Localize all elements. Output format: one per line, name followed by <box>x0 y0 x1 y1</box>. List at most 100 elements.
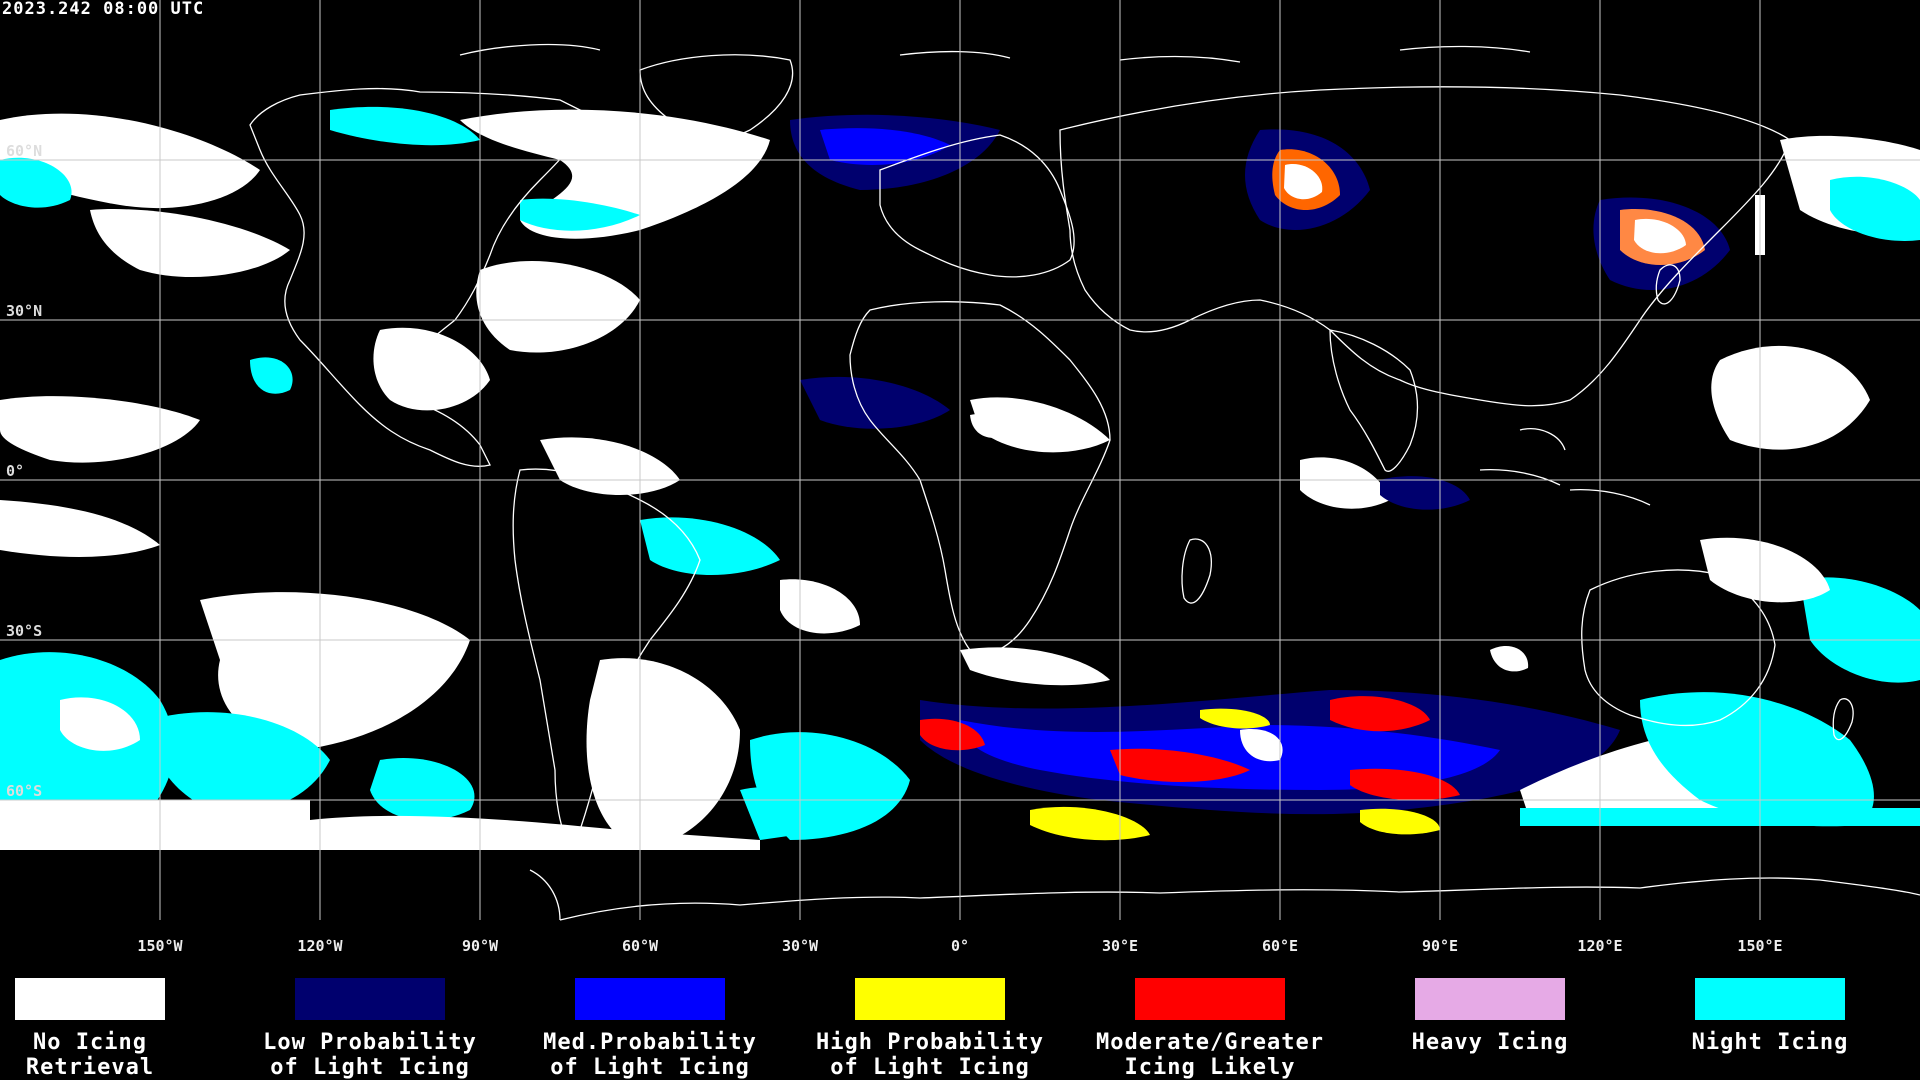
icing-cloud-layer <box>0 106 1920 850</box>
legend-label: Low Probability of Light Icing <box>263 1030 477 1080</box>
cloud-night-icing <box>250 357 293 394</box>
coastline-india <box>1329 329 1419 472</box>
cloud-low-icing <box>800 376 950 429</box>
longitude-label: 30°E <box>1101 937 1139 955</box>
longitude-label: 120°W <box>297 937 343 955</box>
cloud-no-icing <box>1300 457 1390 509</box>
longitude-label: 150°E <box>1737 937 1783 955</box>
cloud-no-icing <box>373 327 490 411</box>
cloud-low-icing <box>1380 476 1470 510</box>
legend-item: Low Probability of Light Icing <box>230 978 510 1080</box>
legend-item: Heavy Icing <box>1350 978 1630 1055</box>
legend-label: No Icing Retrieval <box>25 1030 155 1080</box>
legend-item: Moderate/Greater Icing Likely <box>1070 978 1350 1080</box>
cloud-moderate-icing <box>1110 748 1250 782</box>
cloud-no-icing <box>0 396 200 463</box>
cloud-high-icing <box>1200 708 1270 729</box>
latitude-label: 30°S <box>6 622 43 640</box>
cloud-no-icing <box>310 815 760 850</box>
legend-swatch <box>575 978 725 1020</box>
cloud-no-icing <box>0 800 310 850</box>
cloud-night-icing <box>0 157 72 208</box>
cloud-night-icing <box>1800 577 1920 683</box>
cloud-no-icing <box>90 209 290 278</box>
legend: No Icing Retrieval Low Probability of Lig… <box>0 960 1920 1080</box>
cloud-no-icing <box>1284 164 1323 200</box>
coastline-indonesia <box>1479 428 1651 506</box>
legend-swatch <box>295 978 445 1020</box>
coastline-antarctica <box>559 877 1920 921</box>
latitude-label: 60°S <box>6 782 43 800</box>
coastline-north-america <box>249 87 591 467</box>
cloud-no-icing <box>540 437 680 495</box>
longitude-label: 60°E <box>1261 937 1299 955</box>
latitude-label: 30°N <box>6 302 43 320</box>
coastlines <box>249 43 1920 921</box>
longitude-label: 150°W <box>137 937 183 955</box>
longitude-label: 0° <box>950 937 970 955</box>
legend-swatch <box>1415 978 1565 1020</box>
legend-item: Night Icing <box>1630 978 1910 1055</box>
cloud-no-icing <box>970 413 1006 438</box>
cloud-no-icing <box>1700 537 1830 603</box>
coastline-antarctic-peninsula <box>529 869 561 921</box>
latitude-label: 0° <box>6 462 25 480</box>
longitude-label: 90°E <box>1421 937 1459 955</box>
coastline-europe <box>879 134 1075 278</box>
cloud-no-icing <box>1490 646 1529 672</box>
coastline-africa <box>849 301 1111 655</box>
cloud-no-icing <box>200 592 470 750</box>
latitude-label: 60°N <box>6 142 43 160</box>
coastline-greenland <box>639 54 794 140</box>
cloud-no-icing <box>60 697 140 751</box>
coastline-australia <box>1581 569 1776 727</box>
legend-swatch <box>1135 978 1285 1020</box>
longitude-label: 60°W <box>621 937 659 955</box>
legend-label: Night Icing <box>1691 1030 1849 1055</box>
cloud-no-icing <box>1240 729 1283 762</box>
cloud-night-icing <box>1520 808 1920 826</box>
legend-swatch <box>15 978 165 1020</box>
legend-label: Heavy Icing <box>1411 1030 1569 1055</box>
cloud-night-icing <box>520 198 640 231</box>
legend-item: No Icing Retrieval <box>0 978 230 1080</box>
cloud-night-icing <box>640 517 780 575</box>
timestamp: 2023.242 08:00 UTC <box>2 0 205 19</box>
cloud-night-icing <box>330 106 480 146</box>
cloud-moderate-icing <box>1350 768 1460 801</box>
lat-lon-grid <box>0 0 1920 920</box>
coastline-south-america <box>512 468 701 847</box>
legend-item: Med.Probability of Light Icing <box>510 978 790 1080</box>
cloud-no-icing <box>586 658 740 850</box>
cloud-night-icing <box>370 758 475 821</box>
cloud-night-icing <box>740 787 830 840</box>
coastline-arctic-islands <box>459 43 1531 63</box>
cloud-no-icing <box>460 109 770 239</box>
legend-swatch <box>855 978 1005 1020</box>
icing-map <box>0 0 1920 921</box>
longitude-label: 90°W <box>461 937 499 955</box>
legend-item: High Probability of Light Icing <box>790 978 1070 1080</box>
legend-swatch <box>1695 978 1845 1020</box>
legend-label: Moderate/Greater Icing Likely <box>1096 1030 1324 1080</box>
longitude-label: 120°E <box>1577 937 1623 955</box>
cloud-no-icing <box>970 397 1110 453</box>
cloud-moderate-icing <box>1330 696 1430 732</box>
cloud-night-icing <box>1640 692 1874 827</box>
coastline-new-zealand <box>1832 698 1854 741</box>
coastline-asia <box>1059 86 1791 407</box>
cloud-no-icing <box>1634 218 1686 254</box>
cloud-night-icing <box>150 712 330 813</box>
cloud-moderate-icing <box>920 718 985 751</box>
cloud-no-icing <box>1711 345 1870 450</box>
cloud-high-icing <box>1360 808 1440 835</box>
longitude-label: 30°W <box>781 937 819 955</box>
coastline-japan <box>1655 264 1681 305</box>
cloud-night-icing <box>1830 176 1920 241</box>
cloud-no-icing <box>0 500 160 557</box>
cloud-no-icing <box>476 261 640 353</box>
legend-label: Med.Probability of Light Icing <box>543 1030 757 1080</box>
cloud-no-icing <box>960 647 1110 686</box>
coastline-madagascar <box>1181 538 1212 604</box>
legend-label: High Probability of Light Icing <box>816 1030 1044 1080</box>
